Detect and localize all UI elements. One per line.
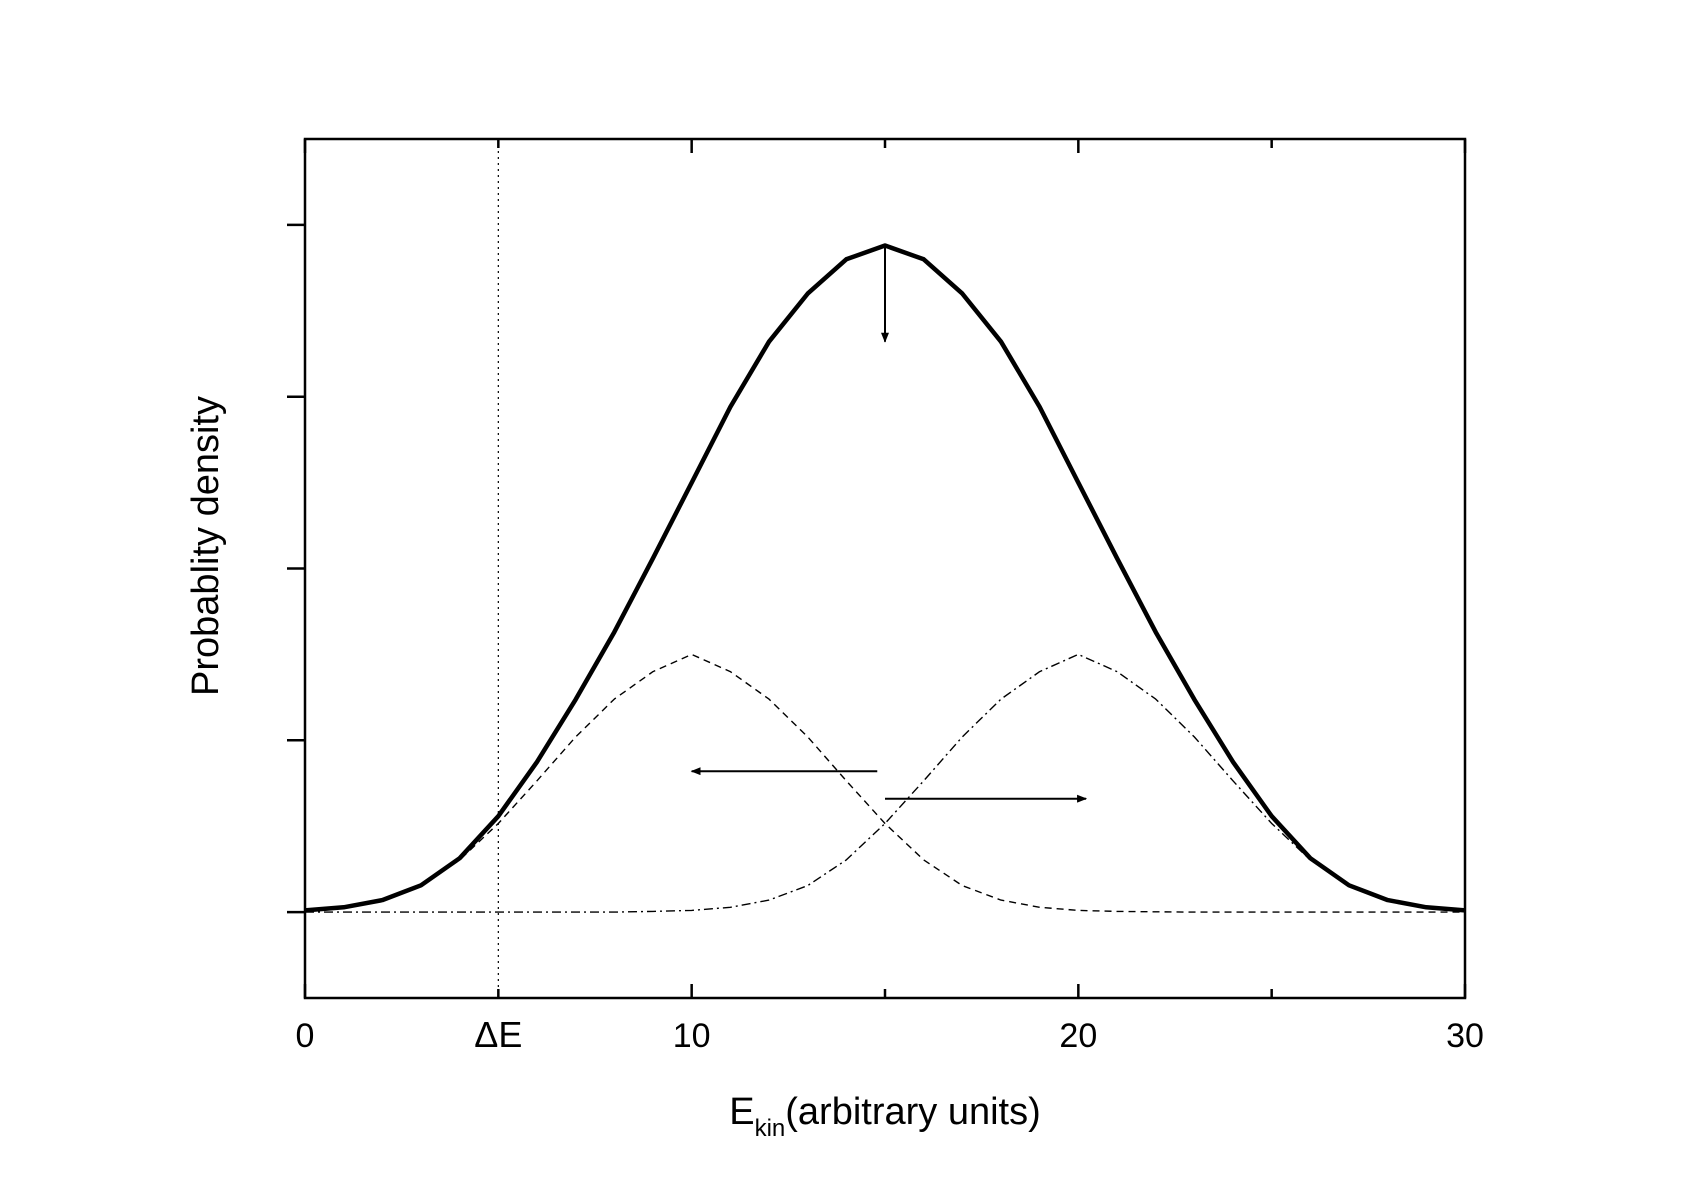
y-axis-title: Probablity density bbox=[185, 396, 227, 696]
x-tick-label: 10 bbox=[673, 1017, 711, 1055]
x-tick-label: 30 bbox=[1446, 1017, 1484, 1055]
x-tick-label: 0 bbox=[296, 1017, 315, 1055]
x-tick-label: 20 bbox=[1059, 1017, 1097, 1055]
x-axis-title-subscript: kin bbox=[755, 1115, 786, 1142]
series-line-dash-dot bbox=[305, 653, 1466, 913]
x-axis-title-rest: (arbitrary units) bbox=[785, 1091, 1041, 1133]
series-line-dashed bbox=[304, 653, 1465, 913]
series-line-solid-thick bbox=[304, 243, 1466, 913]
x-axis-title-main: E bbox=[729, 1091, 754, 1133]
x-axis-title: Ekin(arbitrary units) bbox=[729, 1091, 1041, 1142]
x-tick-label: ΔE bbox=[474, 1014, 522, 1055]
